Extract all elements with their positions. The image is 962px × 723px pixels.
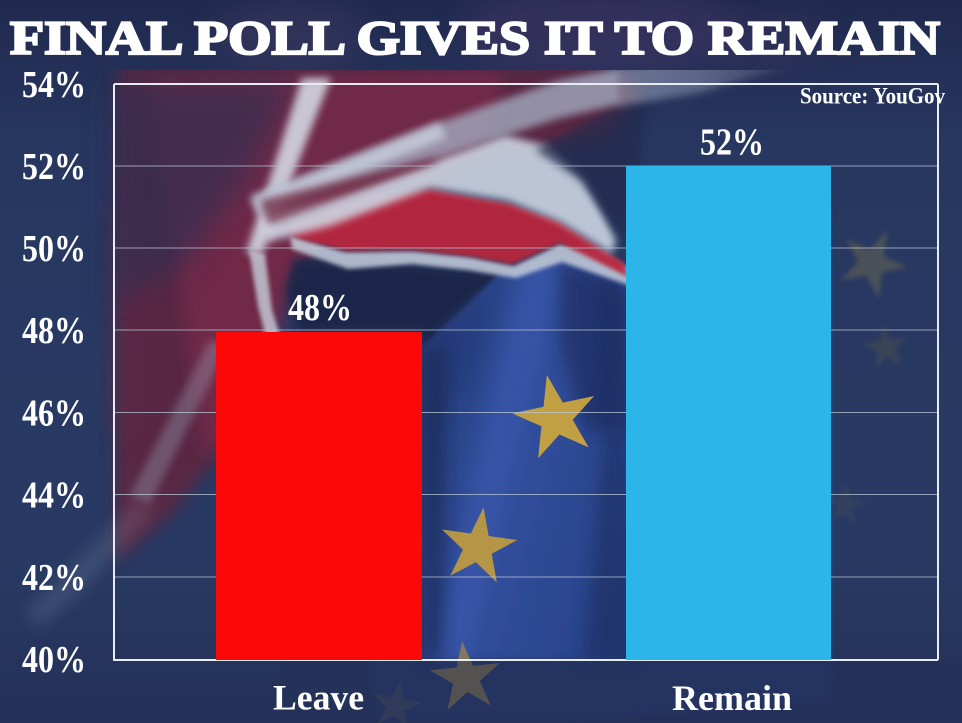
svg-text:48%: 48% — [22, 310, 86, 352]
svg-text:48%: 48% — [288, 287, 352, 329]
svg-text:52%: 52% — [700, 122, 764, 164]
svg-text:Source: YouGov: Source: YouGov — [800, 84, 945, 109]
svg-text:54%: 54% — [22, 64, 86, 106]
svg-text:50%: 50% — [22, 228, 86, 270]
svg-text:Remain: Remain — [672, 678, 792, 718]
svg-text:Leave: Leave — [273, 678, 364, 718]
svg-text:44%: 44% — [22, 475, 86, 517]
svg-text:40%: 40% — [22, 639, 86, 681]
svg-text:42%: 42% — [22, 557, 86, 599]
svg-text:FINAL POLL GIVES IT TO REMAIN: FINAL POLL GIVES IT TO REMAIN — [10, 12, 940, 65]
svg-text:52%: 52% — [22, 146, 86, 188]
svg-text:46%: 46% — [22, 393, 86, 435]
